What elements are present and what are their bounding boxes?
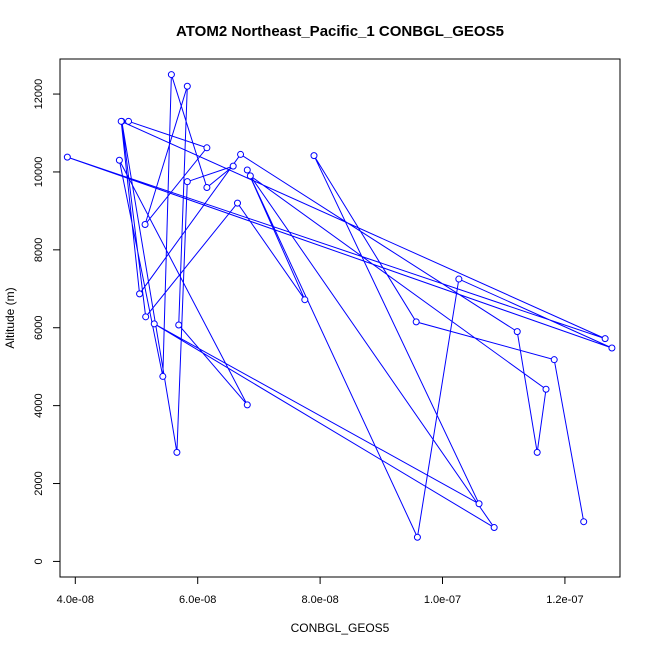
x-tick-label: 1.2e-07 <box>546 594 583 606</box>
data-point <box>413 533 421 541</box>
data-point <box>542 385 550 393</box>
y-tick-label: 12000 <box>33 79 45 110</box>
data-point <box>301 296 309 304</box>
data-point <box>310 152 318 160</box>
data-point <box>608 344 616 352</box>
data-point <box>455 275 463 283</box>
y-tick-label: 2000 <box>33 471 45 495</box>
data-point <box>237 150 245 158</box>
data-point <box>173 448 181 456</box>
data-point <box>183 178 191 186</box>
data-point <box>203 144 211 152</box>
series-layer <box>63 71 616 541</box>
y-axis-label: Altitude (m) <box>3 287 17 348</box>
data-point <box>475 500 483 508</box>
data-point <box>150 320 158 328</box>
y-tick-label: 6000 <box>33 315 45 339</box>
data-point <box>513 328 521 336</box>
x-tick-label: 8.0e-08 <box>301 594 338 606</box>
data-point <box>229 162 237 170</box>
data-point <box>601 335 609 343</box>
data-point <box>183 82 191 90</box>
data-point <box>243 166 251 174</box>
data-point <box>136 290 144 298</box>
data-point <box>117 117 125 125</box>
chart-title: ATOM2 Northeast_Pacific_1 CONBGL_GEOS5 <box>176 23 504 40</box>
data-point <box>233 199 241 207</box>
data-point <box>550 356 558 364</box>
data-point <box>167 71 175 79</box>
data-point <box>159 372 167 380</box>
plot-frame <box>59 58 621 578</box>
data-point <box>63 153 71 161</box>
y-tick-label: 10000 <box>33 157 45 188</box>
y-axis: 0 2000 4000 6000 8000 10000 12000 <box>33 79 61 564</box>
data-point <box>203 184 211 192</box>
data-point <box>115 156 123 164</box>
data-point <box>580 518 588 526</box>
x-axis: 4.0e-08 6.0e-08 8.0e-08 1.0e-07 1.2e-07 <box>57 576 584 606</box>
data-point <box>125 117 133 125</box>
data-point <box>141 221 149 229</box>
y-tick-label: 0 <box>33 558 45 564</box>
data-point <box>175 321 183 329</box>
data-point <box>246 172 254 180</box>
series-line <box>67 74 613 539</box>
x-axis-label: CONBGL_GEOS5 <box>291 621 390 635</box>
x-tick-label: 6.0e-08 <box>179 594 216 606</box>
y-tick-label: 4000 <box>33 393 45 417</box>
data-point <box>142 313 150 321</box>
data-point <box>412 318 420 326</box>
y-tick-label: 8000 <box>33 238 45 262</box>
data-point <box>243 401 251 409</box>
x-tick-label: 4.0e-08 <box>57 594 94 606</box>
data-point <box>533 448 541 456</box>
data-point <box>490 524 498 532</box>
x-tick-label: 1.0e-07 <box>424 594 461 606</box>
